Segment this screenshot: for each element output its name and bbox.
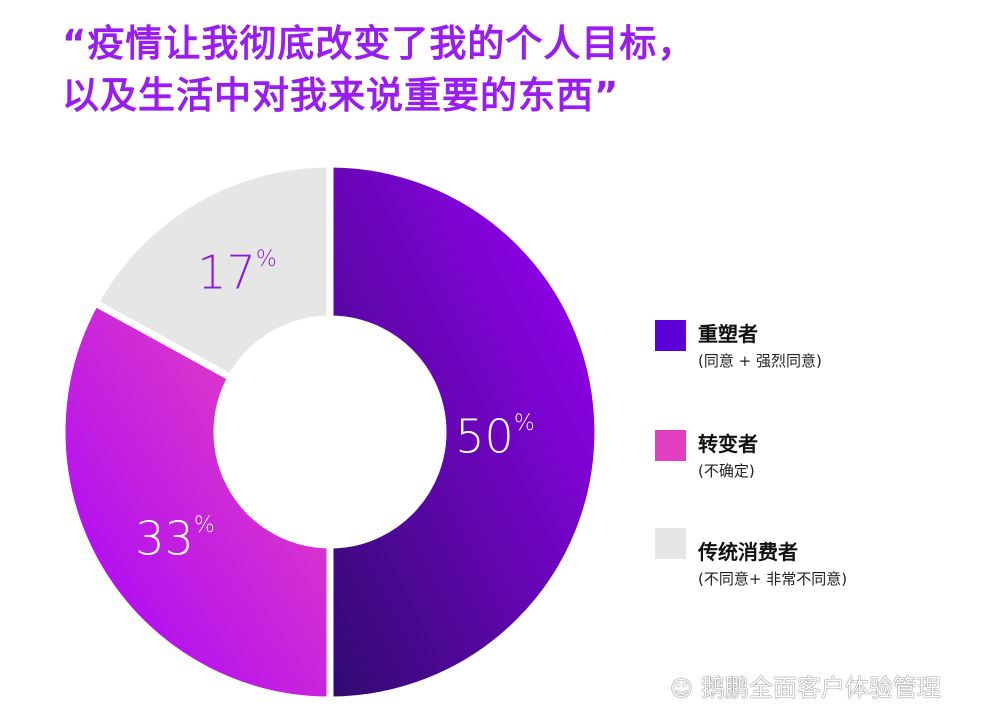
legend-swatch	[655, 430, 686, 461]
wechat-icon: ☺	[670, 677, 693, 702]
legend-sublabel: (同意 + 强烈同意)	[698, 352, 822, 370]
donut-slice-1	[326, 160, 602, 704]
legend-swatch	[655, 528, 686, 559]
donut-slice-3	[90, 160, 334, 383]
legend-label: 重塑者	[698, 322, 758, 346]
legend-label: 转变者	[698, 432, 758, 456]
chart-title: “疫情让我彻底改变了我的个人目标， 以及生活中对我来说重要的东西”	[62, 18, 695, 122]
legend-swatch	[655, 320, 686, 351]
donut-slice-2	[58, 298, 334, 704]
title-line-2: 以及生活中对我来说重要的东西”	[62, 74, 620, 117]
legend-sublabel: (不确定)	[698, 462, 755, 480]
title-line-1: “疫情让我彻底改变了我的个人目标，	[62, 22, 696, 65]
watermark-text: 鹅鹏全面客户体验管理	[700, 674, 941, 702]
legend-sublabel: (不同意+ 非常不同意)	[698, 570, 848, 588]
watermark: ☺ 鹅鹏全面客户体验管理	[670, 668, 941, 703]
legend-label: 传统消费者	[698, 540, 798, 564]
